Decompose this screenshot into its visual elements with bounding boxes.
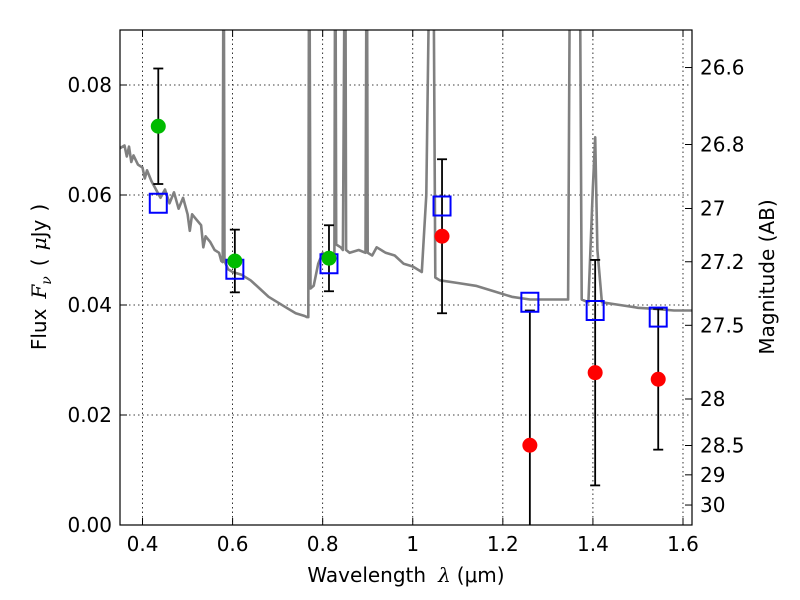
mag-tick-label: 26.8 — [700, 132, 745, 156]
x-tick-label: 1.6 — [667, 532, 699, 556]
y2-axis-label: Magnitude (AB) — [755, 199, 779, 354]
axis-ticks: 0.4 0.6 0.8 1 1.2 1.4 1.6 0.00 0.02 0.04 0.06 0.08 2… — [67, 30, 745, 556]
model-photometry-square — [520, 291, 540, 313]
model-photometry-square — [148, 192, 168, 214]
data-point — [587, 365, 603, 381]
mag-tick-label: 28.5 — [700, 434, 745, 458]
x-tick-label: 1 — [406, 532, 419, 556]
mag-tick-label: 27 — [700, 197, 725, 221]
y-tick-label: 0.04 — [67, 293, 112, 317]
mag-tick-label: 29 — [700, 463, 725, 487]
y-tick-label: 0.06 — [67, 183, 112, 207]
observed-photometry-series — [150, 118, 666, 453]
x-axis-label: Wavelength λ (μm) — [307, 563, 504, 587]
data-point — [434, 228, 450, 244]
x-tick-label: 1.4 — [577, 532, 609, 556]
data-point — [227, 253, 243, 269]
mag-tick-label: 30 — [700, 493, 725, 517]
sed-model-series — [120, 30, 692, 319]
model-photometry-square — [585, 300, 605, 321]
plot-area — [120, 30, 692, 525]
y-tick-label: 0.02 — [67, 403, 112, 427]
x-tick-label: 0.6 — [217, 532, 249, 556]
data-point — [650, 371, 666, 387]
model-photometry-square — [432, 195, 452, 217]
sed-model-line — [120, 30, 692, 319]
x-tick-label: 0.8 — [307, 532, 339, 556]
mag-tick-label: 28 — [700, 387, 725, 411]
x-tick-label: 0.4 — [127, 532, 159, 556]
y-tick-label: 0.08 — [67, 73, 112, 97]
y-tick-label: 0.00 — [67, 513, 112, 537]
mag-tick-label: 27.5 — [700, 313, 745, 337]
y-axis-label: FluxFν(μJy) — [27, 204, 55, 350]
model-photometry-square — [648, 306, 668, 328]
x-tick-label: 1.2 — [487, 532, 519, 556]
plot-frame — [119, 29, 693, 526]
data-point — [150, 118, 166, 134]
mag-tick-label: 26.6 — [700, 56, 745, 80]
data-point — [522, 437, 538, 453]
mag-tick-label: 27.2 — [700, 250, 745, 274]
data-point — [321, 250, 337, 266]
